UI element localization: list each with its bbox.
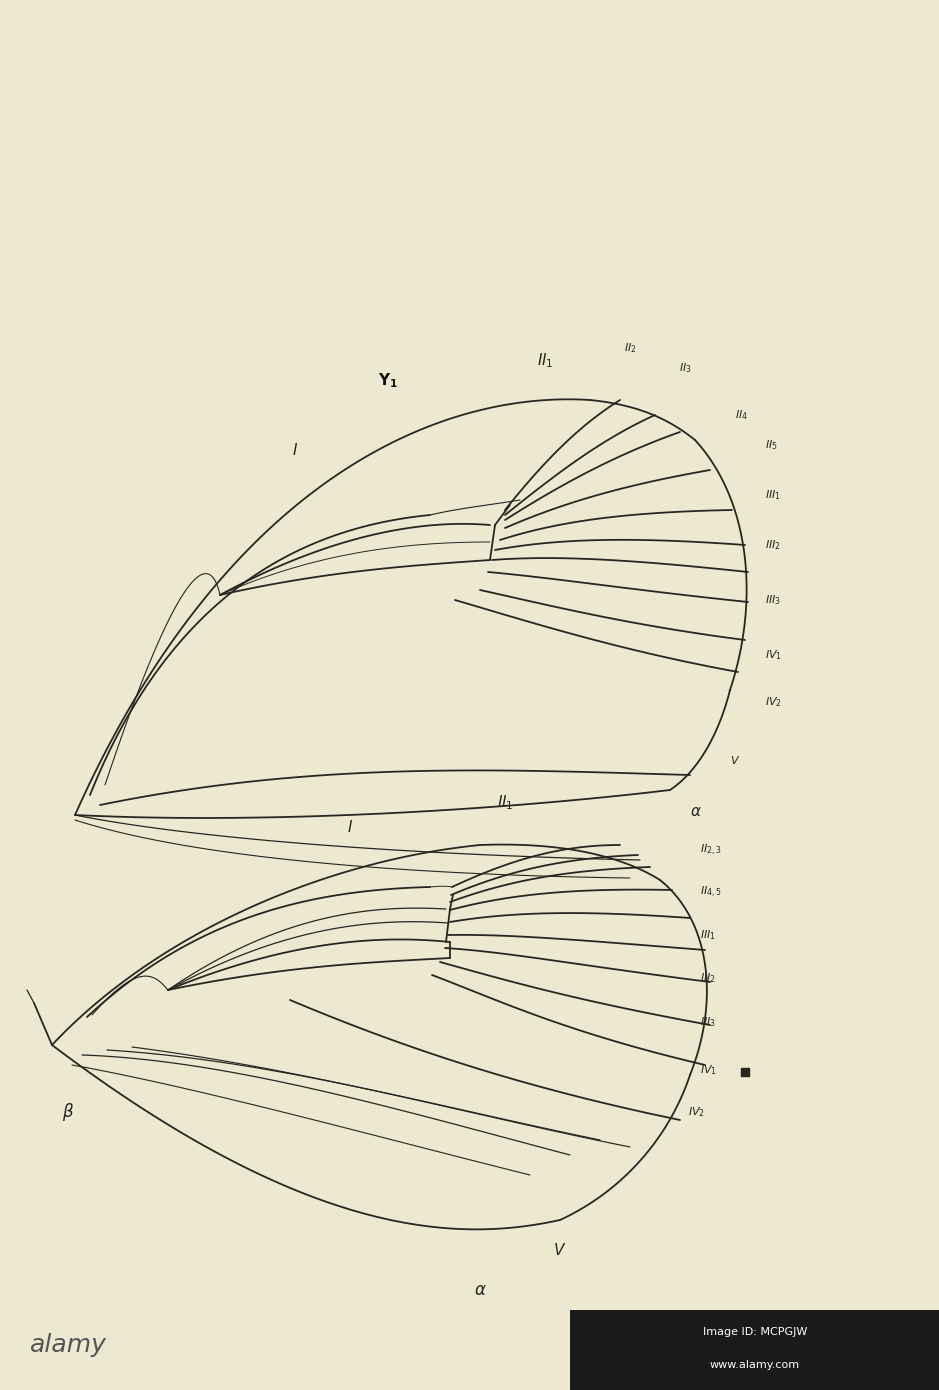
Text: $\mathit{II}_5$: $\mathit{II}_5$ [765, 438, 777, 452]
Text: $\mathit{III}_2$: $\mathit{III}_2$ [700, 972, 716, 986]
Text: $\mathit{III}_2$: $\mathit{III}_2$ [765, 538, 781, 552]
Text: $\mathit{IV}_2$: $\mathit{IV}_2$ [765, 695, 782, 709]
Text: $\beta$: $\beta$ [62, 1101, 74, 1123]
Bar [570, 1309, 939, 1390]
Text: $\mathit{V}$: $\mathit{V}$ [730, 753, 740, 766]
Text: $\mathit{I}$: $\mathit{I}$ [292, 442, 298, 457]
Text: $\mathit{II}_1$: $\mathit{II}_1$ [537, 352, 553, 370]
Text: $\mathit{II}_3$: $\mathit{II}_3$ [679, 361, 691, 375]
Text: $\mathit{V}$: $\mathit{V}$ [553, 1243, 566, 1258]
Text: $\mathit{III}_3$: $\mathit{III}_3$ [700, 1015, 716, 1029]
Text: $\mathit{IV}_1$: $\mathit{IV}_1$ [700, 1063, 717, 1077]
Text: $\mathit{II}_4$: $\mathit{II}_4$ [735, 409, 748, 423]
Text: $\mathit{II}_1$: $\mathit{II}_1$ [497, 794, 514, 812]
Text: $\alpha$: $\alpha$ [690, 805, 701, 819]
Text: $\mathit{IV}_2$: $\mathit{IV}_2$ [688, 1105, 705, 1119]
Text: $\mathit{IV}_1$: $\mathit{IV}_1$ [765, 648, 782, 662]
Text: alamy: alamy [30, 1333, 107, 1357]
Text: $\mathit{I}$: $\mathit{I}$ [346, 819, 353, 835]
Text: Image ID: MCPGJW: Image ID: MCPGJW [702, 1327, 808, 1337]
Text: $\mathit{II}_2$: $\mathit{II}_2$ [623, 341, 637, 354]
Text: www.alamy.com: www.alamy.com [710, 1359, 800, 1371]
Text: $\mathit{III}_1$: $\mathit{III}_1$ [765, 488, 781, 502]
Text: $\alpha$: $\alpha$ [473, 1282, 486, 1300]
Text: $\mathbf{Y_1}$: $\mathbf{Y_1}$ [378, 371, 398, 391]
Text: $\mathit{III}_3$: $\mathit{III}_3$ [765, 594, 781, 607]
Text: $\mathit{III}_1$: $\mathit{III}_1$ [700, 929, 716, 942]
Text: $\mathit{II}_{2,3}$: $\mathit{II}_{2,3}$ [700, 842, 722, 858]
Text: $\mathit{II}_{4,5}$: $\mathit{II}_{4,5}$ [700, 884, 722, 899]
